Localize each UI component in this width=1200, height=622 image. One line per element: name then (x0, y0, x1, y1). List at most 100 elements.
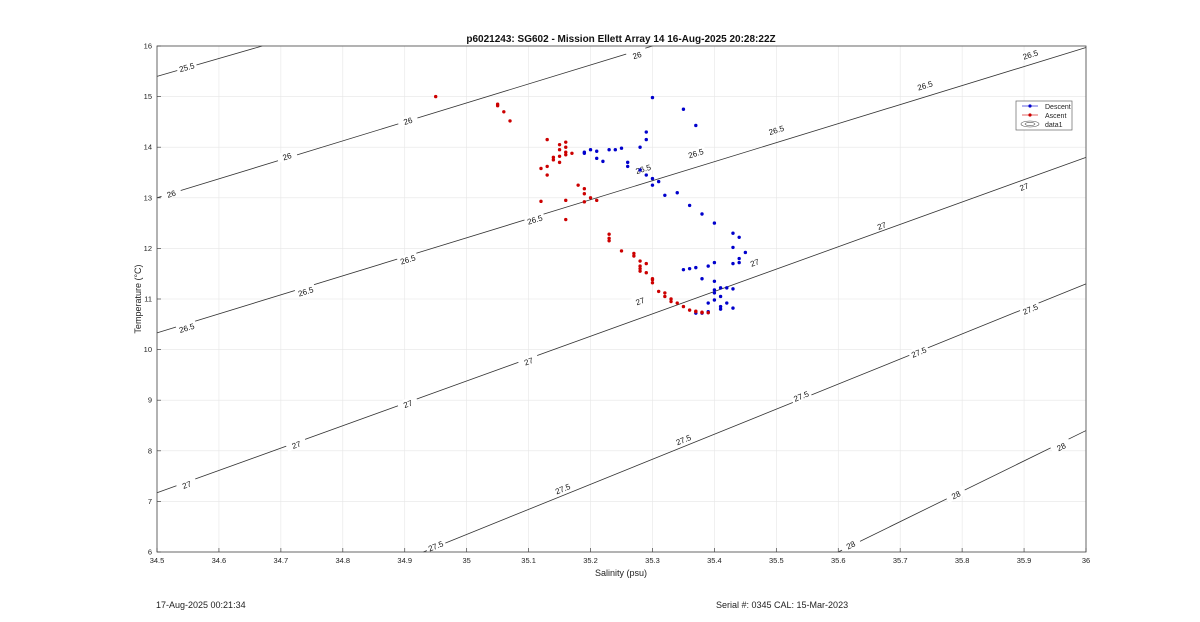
descent-point (687, 266, 692, 271)
contour-label-bg (870, 217, 893, 233)
descent-point (718, 307, 723, 311)
ascent-point (545, 173, 549, 177)
ascent-point (644, 270, 648, 275)
ascent-point (557, 142, 562, 147)
contour-label-text: 26 (632, 50, 644, 61)
descent-point (650, 176, 655, 181)
ascent-point (607, 232, 611, 236)
contour-label: 27 (396, 395, 419, 411)
contour-label-bg (789, 387, 812, 404)
contour-label-bg (1012, 178, 1035, 194)
ascent-point (564, 217, 568, 222)
y-tick-label: 6 (148, 548, 152, 557)
x-tick-label: 35.2 (583, 556, 598, 565)
ascent-point (557, 154, 562, 159)
ascent-point (434, 94, 438, 99)
ascent-point (619, 249, 624, 253)
ascent-point (694, 309, 698, 314)
contour-label-text: 28 (845, 539, 857, 551)
contour-label: 26 (276, 148, 298, 164)
x-tick-label: 35.3 (645, 556, 660, 565)
ascent-point (687, 308, 692, 312)
contour-label-text: 25.5 (178, 61, 196, 74)
y-tick-label: 15 (144, 92, 152, 101)
density-contours: 25.5 26 26 26 26 26.5 26.5 26.5 26.5 26.5 26.5 26.5… (156, 45, 1087, 553)
descent-point (718, 304, 723, 309)
descent-point (619, 146, 624, 150)
contour-label-bg (175, 476, 198, 492)
contour-label-text: 26.5 (178, 322, 196, 335)
descent-point (644, 137, 648, 142)
contour-label: 26.5 (684, 145, 707, 160)
x-tick-label: 35.9 (1017, 556, 1032, 565)
ascent-point (675, 301, 679, 305)
ascent-point (576, 183, 580, 187)
ascent-point (638, 264, 642, 268)
contour-label: 27 (285, 436, 308, 452)
ascent-point (638, 269, 642, 273)
contour-label-bg (944, 485, 967, 503)
chart-title: p6021243: SG602 - Mission Ellett Array 1… (466, 34, 775, 45)
contour-label-text: 27 (1019, 181, 1031, 193)
ascent-point (551, 155, 556, 160)
contour-label-bg (913, 77, 936, 93)
ascent-point (700, 310, 704, 315)
contour-label: 26 (396, 113, 419, 128)
ascent-point (495, 104, 500, 108)
ascent-point (650, 281, 655, 285)
footer-serial-cal: Serial #: 0345 CAL: 15-Mar-2023 (716, 600, 849, 610)
descent-point (601, 159, 605, 164)
contour-label-bg (276, 148, 298, 164)
ascent-point (582, 186, 587, 191)
descent-point (694, 265, 698, 270)
ascent-point (706, 310, 710, 315)
contour-label-bg (1019, 46, 1041, 62)
contour-label-text: 26 (166, 188, 178, 199)
contour-label-text: 27 (523, 356, 535, 368)
descent-point (663, 193, 667, 197)
contour-line-27 (156, 156, 1087, 494)
contour-label: 27.5 (551, 480, 574, 496)
x-tick-label: 35.8 (955, 556, 970, 565)
contour-label-text: 27 (402, 398, 414, 410)
y-tick-label: 11 (144, 295, 152, 304)
contour-label-text: 26.5 (399, 253, 417, 266)
descent-point (712, 291, 717, 295)
contour-label-text: 27 (635, 296, 647, 308)
descent-point (737, 235, 741, 239)
ascent-point (564, 153, 568, 157)
descent-point (588, 148, 593, 152)
ascent-point (669, 299, 673, 304)
ascent-point (557, 148, 562, 152)
contour-line-25.5 (156, 45, 263, 77)
ascent-point (539, 166, 543, 171)
contour-label-bg (285, 436, 308, 452)
contour-label: 26.5 (632, 161, 654, 176)
legend-box (1015, 100, 1073, 131)
contour-label-bg (765, 122, 788, 137)
contour-label: 26 (160, 186, 182, 201)
contour-label: 26.5 (523, 211, 546, 227)
descent-point (595, 149, 599, 153)
contour-label-text: 26 (402, 116, 414, 127)
descent-point (731, 261, 735, 266)
contour-label: 27.5 (907, 343, 930, 360)
x-tick-label: 35.4 (707, 556, 722, 565)
ascent-point (663, 294, 667, 299)
footer-timestamp: 17-Aug-2025 00:21:34 (156, 600, 246, 610)
descent-point (712, 298, 717, 302)
ascent-point (502, 110, 506, 114)
descent-point (613, 148, 618, 152)
descent-point (582, 151, 587, 155)
contour-label-text: 26.5 (916, 79, 934, 92)
contour-label: 26.5 (913, 77, 936, 93)
contour-label-bg (839, 536, 862, 553)
ascent-point (564, 145, 568, 149)
contour-label-bg (743, 254, 766, 270)
contour-label-bg (632, 161, 654, 176)
ascent-point (570, 151, 574, 155)
descent-point (650, 95, 655, 100)
legend-ascent-label: Ascent (1045, 113, 1066, 120)
ascent-point (607, 236, 611, 240)
legend-data1-label: data1 (1045, 122, 1063, 129)
